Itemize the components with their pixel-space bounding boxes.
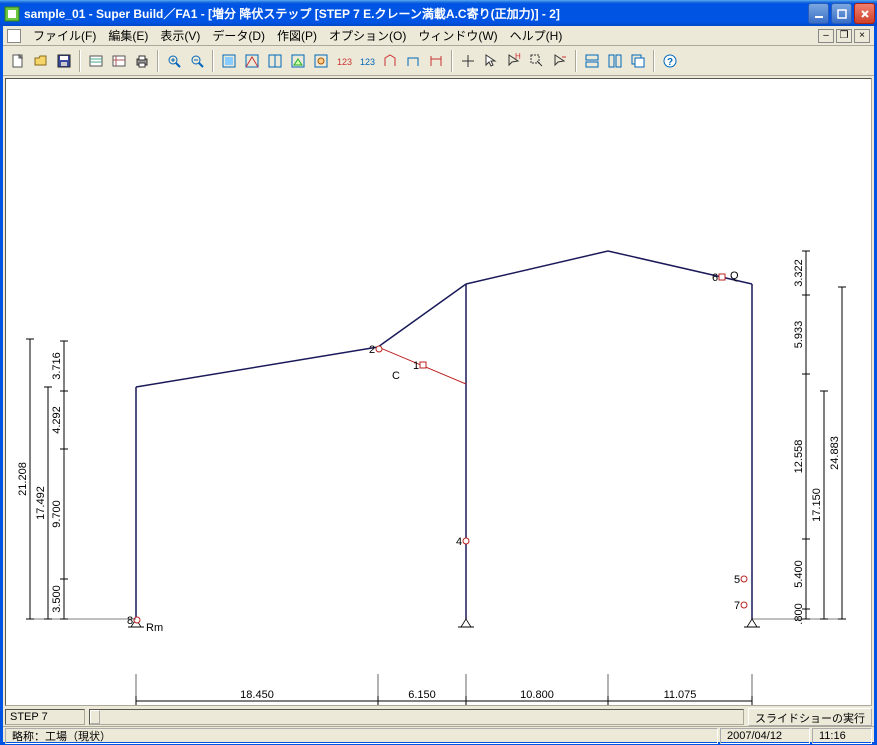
window-titlebar: sample_01 - Super Build／FA1 - [増分 降伏ステップ… <box>0 0 877 26</box>
label-123b-icon[interactable]: 123 <box>356 50 378 72</box>
menu-draw[interactable]: 作図(P) <box>271 25 323 46</box>
window-tile-h-icon[interactable] <box>581 50 603 72</box>
toolbar: 123 123 H ? <box>3 46 874 76</box>
menubar: ファイル(F) 編集(E) 表示(V) データ(D) 作図(P) オプション(O… <box>3 26 874 46</box>
window-title: sample_01 - Super Build／FA1 - [増分 降伏ステップ… <box>24 5 808 22</box>
svg-text:11.075: 11.075 <box>664 689 697 701</box>
drawing-canvas[interactable]: 2145768RmCQ18.4506.15010.80011.07524.600… <box>5 78 872 706</box>
menu-file[interactable]: ファイル(F) <box>27 25 102 46</box>
maximize-button[interactable] <box>831 3 852 24</box>
print-icon[interactable] <box>131 50 153 72</box>
menu-window[interactable]: ウィンドウ(W) <box>412 25 503 46</box>
svg-text:6.150: 6.150 <box>408 689 436 701</box>
frame-1-icon[interactable] <box>379 50 401 72</box>
svg-text:?: ? <box>667 57 673 68</box>
svg-text:1: 1 <box>413 360 419 372</box>
svg-text:10.800: 10.800 <box>520 689 554 701</box>
window-cascade-icon[interactable] <box>627 50 649 72</box>
status-name: 略称： 工場（現状） <box>5 728 718 744</box>
mdi-minimize-button[interactable]: – <box>818 29 834 43</box>
svg-text:H: H <box>515 53 521 61</box>
save-icon[interactable] <box>53 50 75 72</box>
window-tile-v-icon[interactable] <box>604 50 626 72</box>
data-icon[interactable] <box>85 50 107 72</box>
document-icon <box>7 29 21 43</box>
label-123a-icon[interactable]: 123 <box>333 50 355 72</box>
slider-thumb[interactable] <box>90 710 100 724</box>
zoom-out-icon[interactable] <box>186 50 208 72</box>
mdi-restore-button[interactable]: ❐ <box>836 29 852 43</box>
step-indicator: STEP 7 <box>5 709 85 725</box>
new-icon[interactable] <box>7 50 29 72</box>
cursor-H-icon[interactable]: H <box>503 50 525 72</box>
status-name-label: 略称： <box>12 728 45 744</box>
structure-diagram: 2145768RmCQ18.4506.15010.80011.07524.600… <box>6 79 871 705</box>
minimize-button[interactable] <box>808 3 829 24</box>
svg-text:123: 123 <box>360 57 375 67</box>
status-date: 2007/04/12 <box>720 728 810 744</box>
svg-text:4.292: 4.292 <box>51 406 63 434</box>
view-5-icon[interactable] <box>310 50 332 72</box>
frame-3-icon[interactable] <box>425 50 447 72</box>
svg-text:C: C <box>392 370 400 382</box>
zoom-in-icon[interactable] <box>163 50 185 72</box>
view-2-icon[interactable] <box>241 50 263 72</box>
svg-text:6: 6 <box>712 272 718 284</box>
view-3-icon[interactable] <box>264 50 286 72</box>
svg-text:2: 2 <box>369 344 375 356</box>
svg-text:5: 5 <box>734 574 740 586</box>
svg-text:18.450: 18.450 <box>240 689 274 701</box>
menu-view[interactable]: 表示(V) <box>154 25 206 46</box>
svg-text:7: 7 <box>734 600 740 612</box>
svg-text:17.150: 17.150 <box>811 488 823 522</box>
help-icon[interactable]: ? <box>659 50 681 72</box>
svg-text:5.933: 5.933 <box>793 321 805 349</box>
svg-text:5.400: 5.400 <box>793 560 805 588</box>
list-icon[interactable] <box>108 50 130 72</box>
view-4-icon[interactable] <box>287 50 309 72</box>
svg-text:9.700: 9.700 <box>51 500 63 528</box>
svg-text:3.322: 3.322 <box>793 259 805 287</box>
svg-text:123: 123 <box>337 57 352 67</box>
cursor-move-icon[interactable] <box>549 50 571 72</box>
svg-text:.800: .800 <box>793 603 805 624</box>
svg-text:8: 8 <box>127 615 133 627</box>
slideshow-bar: STEP 7 スライドショーの実行 <box>3 708 874 726</box>
status-time: 11:16 <box>812 728 872 744</box>
cursor-select-icon[interactable] <box>526 50 548 72</box>
svg-text:3.716: 3.716 <box>51 352 63 380</box>
frame-2-icon[interactable] <box>402 50 424 72</box>
close-button[interactable] <box>854 3 875 24</box>
window-controls <box>808 3 875 24</box>
statusbar: 略称： 工場（現状） 2007/04/12 11:16 <box>3 726 874 744</box>
menu-edit[interactable]: 編集(E) <box>102 25 154 46</box>
svg-text:Q: Q <box>730 270 739 282</box>
status-name-value: 工場（現状） <box>45 728 111 744</box>
app-icon <box>4 6 20 22</box>
menu-data[interactable]: データ(D) <box>206 25 271 46</box>
step-slider[interactable] <box>89 709 744 725</box>
view-1-icon[interactable] <box>218 50 240 72</box>
svg-text:12.558: 12.558 <box>793 440 805 474</box>
menu-help[interactable]: ヘルプ(H) <box>504 25 569 46</box>
open-icon[interactable] <box>30 50 52 72</box>
cursor-cross-icon[interactable] <box>457 50 479 72</box>
svg-text:24.883: 24.883 <box>829 436 841 470</box>
run-slideshow-button[interactable]: スライドショーの実行 <box>748 708 872 726</box>
cursor-arrow-icon[interactable] <box>480 50 502 72</box>
menu-option[interactable]: オプション(O) <box>323 25 412 46</box>
svg-text:3.500: 3.500 <box>51 585 63 613</box>
mdi-close-button[interactable]: × <box>854 29 870 43</box>
svg-text:17.492: 17.492 <box>35 486 47 520</box>
svg-text:4: 4 <box>456 536 462 548</box>
svg-text:Rm: Rm <box>146 622 163 634</box>
svg-text:21.208: 21.208 <box>17 462 29 496</box>
